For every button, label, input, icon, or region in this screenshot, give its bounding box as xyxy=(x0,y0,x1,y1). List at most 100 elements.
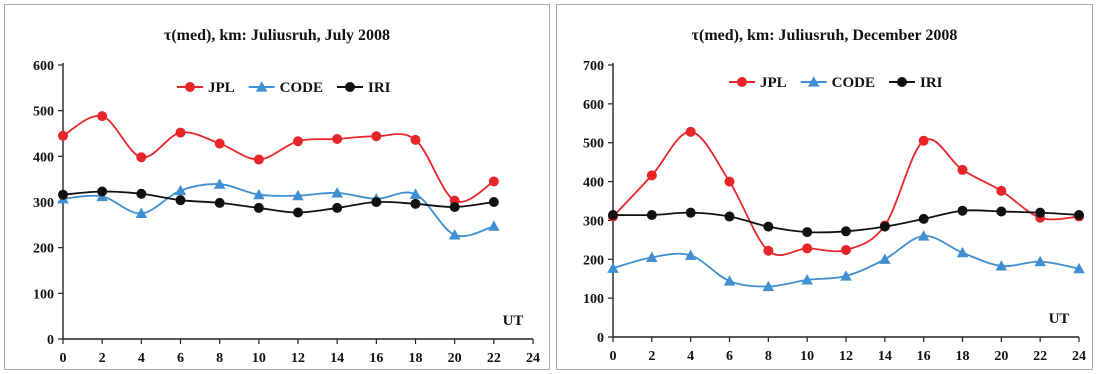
data-point-iri xyxy=(214,197,225,208)
x-tick-label: 18 xyxy=(956,349,970,364)
data-point-iri xyxy=(685,207,696,218)
data-point-iri xyxy=(410,198,421,209)
y-tick-label: 600 xyxy=(33,59,54,74)
x-tick-label: 0 xyxy=(610,349,617,364)
data-point-code xyxy=(607,262,619,273)
chart-title: τ(med), km: Juliusruh, July 2008 xyxy=(163,27,391,44)
legend-label-code: CODE xyxy=(832,75,875,91)
data-point-jpl xyxy=(410,134,421,145)
chart-panel-december: τ(med), km: Juliusruh, December 2008 0 10… xyxy=(556,4,1093,370)
data-point-jpl xyxy=(802,243,813,254)
x-tick-label: 8 xyxy=(216,351,223,366)
x-tick-label: 4 xyxy=(138,351,145,366)
x-tick-label: 20 xyxy=(448,351,462,366)
data-point-jpl xyxy=(918,135,929,146)
data-point-jpl xyxy=(136,152,147,163)
data-point-iri xyxy=(957,205,968,216)
y-tick-label: 700 xyxy=(583,59,604,74)
data-point-jpl xyxy=(253,154,264,165)
x-axis-label: UT xyxy=(1049,311,1070,327)
data-point-code xyxy=(801,274,813,285)
data-point-code xyxy=(956,246,969,258)
data-point-iri xyxy=(449,202,460,213)
x-tick-label: 14 xyxy=(878,349,892,364)
x-tick-label: 24 xyxy=(526,351,540,366)
data-point-jpl xyxy=(97,111,108,122)
data-point-code xyxy=(1034,255,1046,267)
data-point-code xyxy=(253,188,265,200)
x-tick-label: 0 xyxy=(60,351,67,366)
legend-marker-iri xyxy=(345,82,356,92)
data-point-code xyxy=(409,188,422,199)
x-tick-label: 22 xyxy=(1033,349,1047,364)
data-point-iri xyxy=(996,206,1007,217)
legend-label-jpl: JPL xyxy=(760,75,787,91)
data-point-iri xyxy=(253,202,264,213)
x-axis-label: UT xyxy=(503,313,524,329)
data-point-code xyxy=(646,251,658,262)
legend-marker-code xyxy=(255,81,268,92)
legend-label-jpl: JPL xyxy=(208,80,235,96)
data-point-code xyxy=(331,187,343,198)
x-tick-label: 24 xyxy=(1072,349,1086,364)
y-tick-label: 200 xyxy=(33,242,54,257)
x-tick-label: 6 xyxy=(726,349,733,364)
data-point-code xyxy=(213,178,226,189)
data-point-code xyxy=(995,260,1008,271)
series-line-jpl xyxy=(612,130,1080,256)
x-tick-label: 8 xyxy=(765,349,772,364)
x-tick-label: 12 xyxy=(839,349,853,364)
data-point-jpl xyxy=(841,244,851,255)
legend-marker-iri xyxy=(897,77,908,87)
data-point-code xyxy=(488,220,500,231)
data-point-iri xyxy=(841,226,851,237)
y-tick-label: 0 xyxy=(597,331,604,346)
legend-label-iri: IRI xyxy=(920,75,943,91)
data-point-iri xyxy=(608,209,618,220)
data-point-jpl xyxy=(957,164,968,175)
data-point-jpl xyxy=(488,176,499,187)
data-point-jpl xyxy=(996,185,1007,196)
data-point-code xyxy=(879,253,891,264)
data-point-code xyxy=(840,270,852,281)
y-tick-label: 200 xyxy=(583,253,604,268)
data-point-jpl xyxy=(724,176,735,187)
x-tick-label: 10 xyxy=(800,349,814,364)
x-tick-label: 22 xyxy=(487,351,501,366)
data-point-jpl xyxy=(763,245,774,256)
x-tick-label: 2 xyxy=(99,351,106,366)
data-point-code xyxy=(684,249,697,260)
legend-marker-jpl xyxy=(185,82,195,92)
data-point-iri xyxy=(332,202,343,213)
chart-title: τ(med), km: Juliusruh, December 2008 xyxy=(691,27,958,44)
data-point-code xyxy=(723,275,736,286)
data-point-iri xyxy=(918,213,929,224)
y-tick-label: 300 xyxy=(33,196,54,211)
data-point-iri xyxy=(488,197,499,207)
data-point-code xyxy=(917,230,930,241)
data-point-iri xyxy=(879,221,890,232)
data-point-jpl xyxy=(646,170,657,181)
data-point-code xyxy=(174,184,187,196)
y-tick-label: 100 xyxy=(583,292,604,307)
data-point-jpl xyxy=(685,126,696,137)
data-point-code xyxy=(1073,262,1085,274)
y-tick-label: 400 xyxy=(583,176,604,191)
data-point-iri xyxy=(1074,209,1084,220)
x-tick-label: 14 xyxy=(330,351,344,366)
data-point-jpl xyxy=(293,136,303,147)
y-tick-label: 0 xyxy=(47,333,54,348)
x-tick-label: 4 xyxy=(687,349,694,364)
x-tick-label: 2 xyxy=(648,349,655,364)
data-point-iri xyxy=(136,188,147,199)
data-point-iri xyxy=(58,189,68,200)
data-point-code xyxy=(448,229,461,240)
y-tick-label: 600 xyxy=(583,98,604,113)
legend-label-code: CODE xyxy=(280,80,323,96)
data-point-jpl xyxy=(214,138,225,149)
x-tick-label: 12 xyxy=(291,351,305,366)
x-tick-label: 6 xyxy=(177,351,184,366)
data-point-iri xyxy=(175,195,186,206)
y-tick-label: 500 xyxy=(33,105,54,120)
